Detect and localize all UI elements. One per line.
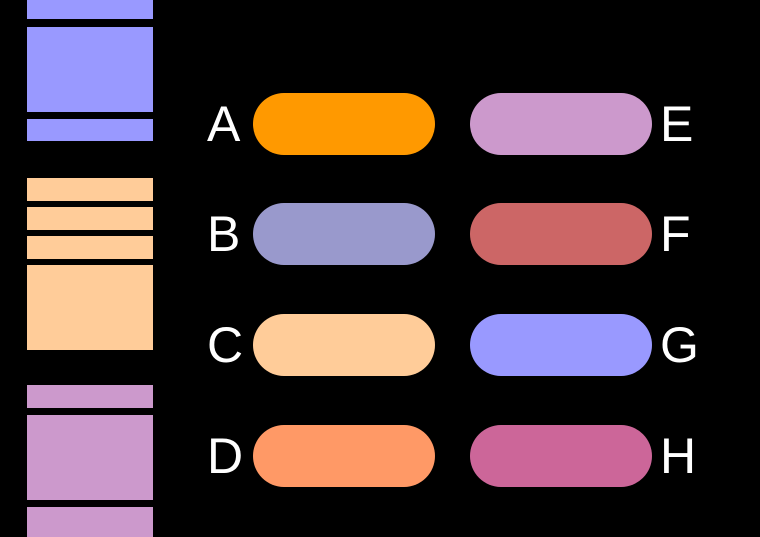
button-h[interactable] (470, 425, 652, 487)
button-label-b: B (207, 206, 241, 262)
button-c[interactable] (253, 314, 435, 376)
sidebar-block[interactable] (27, 119, 153, 141)
button-b[interactable] (253, 203, 435, 265)
button-f[interactable] (470, 203, 652, 265)
button-label-h: H (660, 428, 697, 484)
button-label-a: A (207, 96, 241, 152)
sidebar-block[interactable] (27, 236, 153, 259)
button-label-e: E (660, 96, 694, 152)
button-label-g: G (660, 317, 699, 373)
sidebar-block[interactable] (27, 178, 153, 201)
button-e[interactable] (470, 93, 652, 155)
button-label-c: C (207, 317, 244, 373)
sidebar-block[interactable] (27, 265, 153, 350)
sidebar-block[interactable] (27, 507, 153, 537)
sidebar-block[interactable] (27, 207, 153, 230)
sidebar-block[interactable] (27, 415, 153, 500)
sidebar-block[interactable] (27, 385, 153, 408)
sidebar-block[interactable] (27, 0, 153, 19)
button-g[interactable] (470, 314, 652, 376)
button-a[interactable] (253, 93, 435, 155)
button-label-d: D (207, 428, 244, 484)
sidebar-block[interactable] (27, 27, 153, 112)
button-d[interactable] (253, 425, 435, 487)
button-label-f: F (660, 206, 691, 262)
